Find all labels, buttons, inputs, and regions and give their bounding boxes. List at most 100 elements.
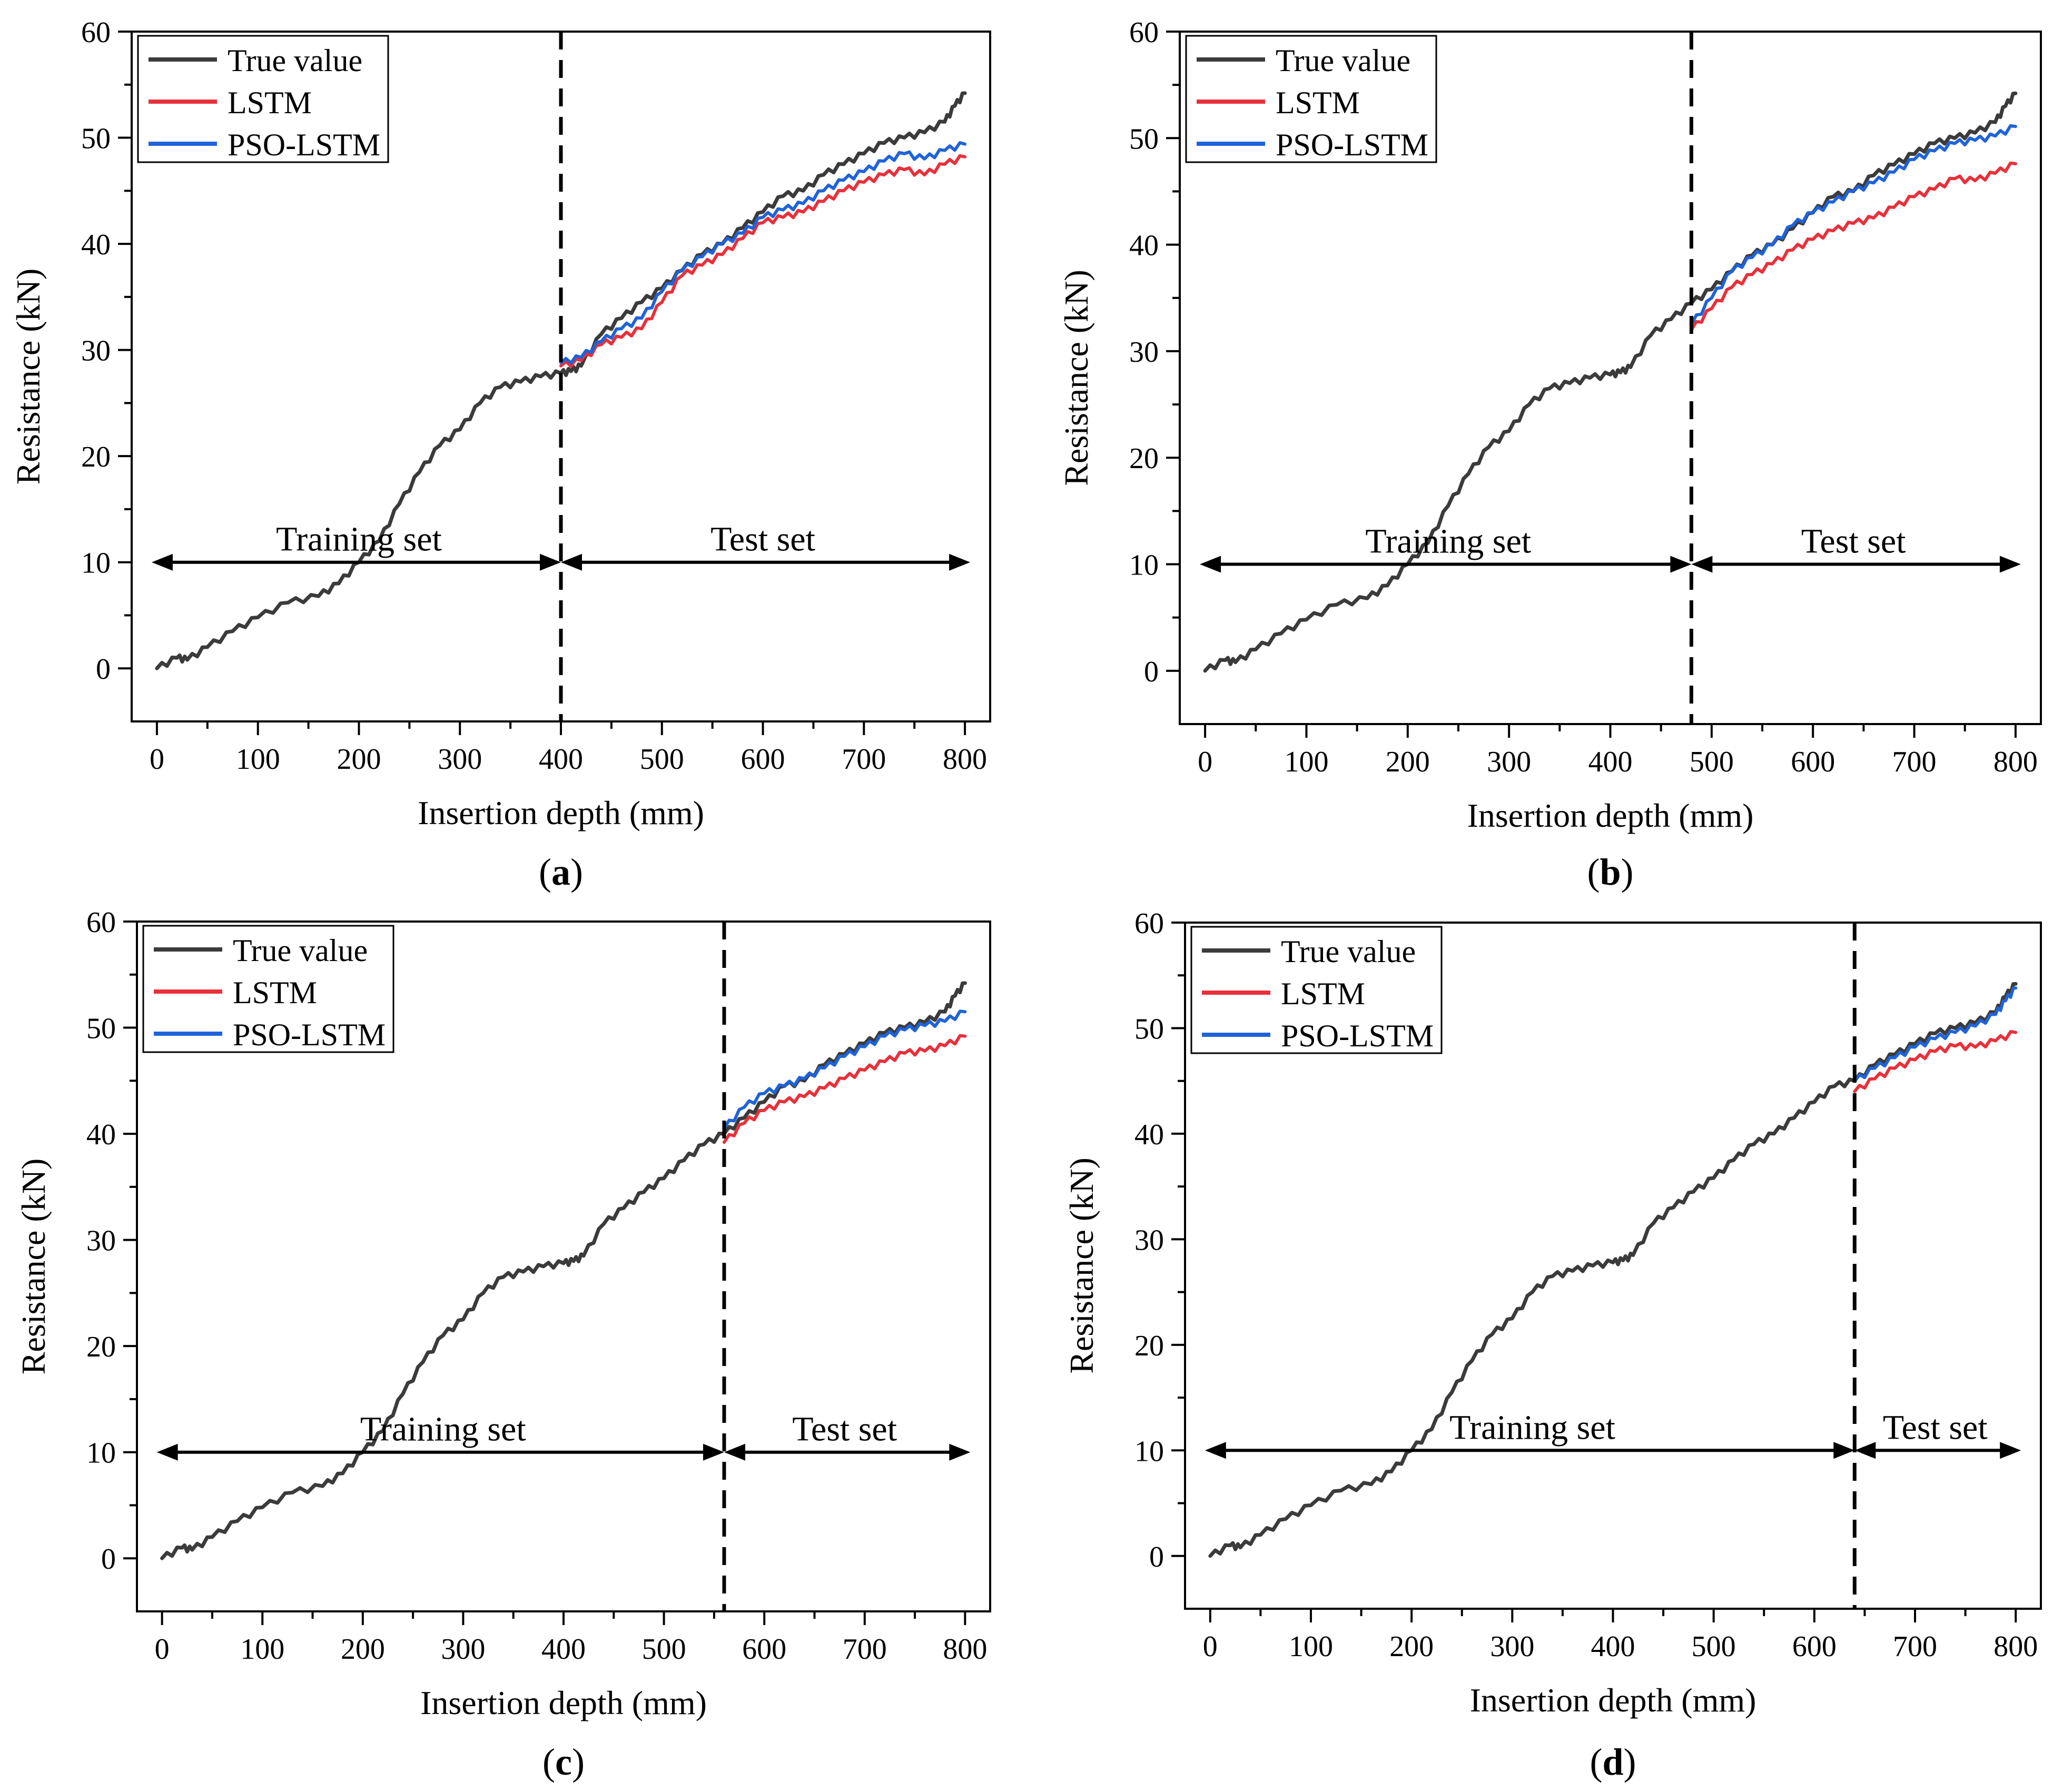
y-tick-label: 60 [1129, 16, 1159, 49]
y-tick-label: 20 [1134, 1330, 1164, 1362]
y-tick-label: 50 [81, 123, 111, 155]
x-axis-label: Insertion depth (mm) [420, 1684, 707, 1721]
x-tick-label: 500 [1692, 1630, 1736, 1663]
x-tick-label: 300 [1487, 746, 1531, 778]
x-tick-label: 300 [441, 1633, 485, 1666]
y-tick-label: 40 [86, 1118, 116, 1151]
x-tick-label: 200 [1386, 746, 1430, 778]
region-label: Training set [276, 520, 442, 559]
region-label: Test set [792, 1410, 897, 1449]
legend-label: LSTM [228, 85, 312, 120]
x-axis-label: Insertion depth (mm) [1467, 797, 1754, 834]
series-line-true-value [1208, 982, 2018, 1558]
series-line-pso-lstm [1690, 124, 2017, 326]
x-tick-label: 600 [742, 1633, 786, 1666]
region-arrow-head-left [1200, 556, 1221, 573]
legend-box [137, 35, 389, 163]
legend-box [1190, 926, 1443, 1054]
y-tick-label: 40 [1134, 1118, 1164, 1151]
panel-label: (a) [539, 851, 583, 893]
x-tick-label: 0 [1203, 1630, 1218, 1663]
legend-label: PSO-LSTM [228, 127, 380, 162]
x-tick-label: 800 [1993, 746, 2038, 778]
x-tick-label: 0 [155, 1633, 170, 1666]
x-tick-label: 600 [741, 743, 785, 776]
x-tick-label: 600 [1792, 1630, 1837, 1663]
y-tick-label: 10 [1134, 1435, 1164, 1468]
legend-label: LSTM [233, 975, 317, 1010]
series-line-lstm [722, 1034, 967, 1144]
x-tick-label: 300 [1490, 1630, 1534, 1663]
y-axis-label: Resistance (kN) [1063, 1157, 1100, 1374]
panel-label: (b) [1587, 851, 1633, 893]
x-axis-label: Insertion depth (mm) [1470, 1681, 1756, 1719]
series-line-true-value [155, 91, 967, 670]
region-arrow-head-left [724, 1443, 745, 1461]
panel-label: (c) [542, 1741, 585, 1783]
y-tick-label: 20 [86, 1331, 116, 1363]
x-tick-label: 800 [1993, 1630, 2038, 1663]
region-arrow-head-left [1691, 556, 1713, 573]
panel-b: 0 100 200 300 400 500 600 700 800 0 10 20 30 40 50 60 In… [1058, 16, 2042, 893]
y-tick-label: 50 [86, 1013, 116, 1045]
region-label: Training set [360, 1410, 526, 1449]
region-arrow-head-right [949, 1443, 971, 1461]
series-line-lstm [559, 154, 967, 368]
x-tick-label: 100 [236, 743, 280, 776]
y-axis-label: Resistance (kN) [15, 1159, 52, 1375]
y-tick-label: 10 [81, 547, 111, 580]
y-tick-label: 30 [86, 1225, 116, 1258]
region-arrow-head-left [561, 553, 582, 571]
region-arrow-head-left [151, 553, 173, 571]
region-arrow-head-right [1670, 556, 1692, 573]
x-axis-label: Insertion depth (mm) [418, 794, 704, 831]
y-tick-label: 60 [1134, 907, 1164, 940]
region-arrow-head-left [1854, 1442, 1876, 1459]
x-tick-label: 800 [943, 743, 987, 776]
y-tick-label: 10 [86, 1437, 116, 1470]
panel-c: 0 100 200 300 400 500 600 700 800 0 10 20 30 40 50 60 In… [15, 906, 991, 1783]
x-tick-label: 800 [943, 1633, 987, 1666]
x-tick-label: 100 [1284, 746, 1328, 778]
series-line-pso-lstm [1853, 986, 2018, 1083]
legend-label: PSO-LSTM [1276, 127, 1428, 162]
legend-label: LSTM [1276, 85, 1360, 120]
x-tick-label: 400 [1588, 746, 1633, 778]
x-tick-label: 0 [150, 743, 164, 776]
region-arrow-head-right [540, 553, 561, 571]
x-tick-label: 500 [1690, 746, 1734, 778]
region-arrow-head-right [1833, 1442, 1855, 1459]
region-label: Training set [1365, 522, 1531, 561]
region-label: Test set [1801, 522, 1906, 561]
region-arrow-head-left [156, 1443, 178, 1461]
region-arrow-head-right [949, 553, 971, 571]
x-tick-label: 100 [240, 1633, 284, 1666]
x-tick-label: 400 [539, 743, 583, 776]
x-tick-label: 700 [1892, 746, 1937, 778]
region-arrow-head-left [1205, 1442, 1226, 1459]
y-tick-label: 50 [1134, 1013, 1164, 1045]
y-tick-label: 0 [1149, 1541, 1164, 1573]
legend-label: LSTM [1281, 976, 1365, 1011]
y-tick-label: 40 [1129, 230, 1159, 262]
region-arrow-head-right [703, 1443, 724, 1461]
y-tick-label: 30 [81, 335, 111, 368]
series-line-lstm [1853, 1029, 2018, 1093]
legend-label: PSO-LSTM [1281, 1018, 1434, 1053]
panel-d: 0 100 200 300 400 500 600 700 800 0 10 20 30 40 50 60 In… [1063, 907, 2042, 1783]
series-line-true-value [1203, 91, 2018, 673]
legend-label: True value [1276, 43, 1410, 78]
x-tick-label: 200 [341, 1633, 385, 1666]
x-tick-label: 400 [1591, 1630, 1635, 1663]
y-tick-label: 0 [96, 653, 111, 686]
y-tick-label: 20 [81, 441, 111, 473]
legend-box [1185, 35, 1437, 163]
x-tick-label: 300 [438, 743, 482, 776]
y-tick-label: 40 [81, 229, 111, 261]
x-tick-label: 100 [1289, 1630, 1333, 1663]
x-tick-label: 700 [1893, 1630, 1937, 1663]
y-axis-label: Resistance (kN) [1058, 270, 1095, 486]
y-tick-label: 10 [1129, 549, 1159, 582]
x-tick-label: 200 [337, 743, 381, 776]
